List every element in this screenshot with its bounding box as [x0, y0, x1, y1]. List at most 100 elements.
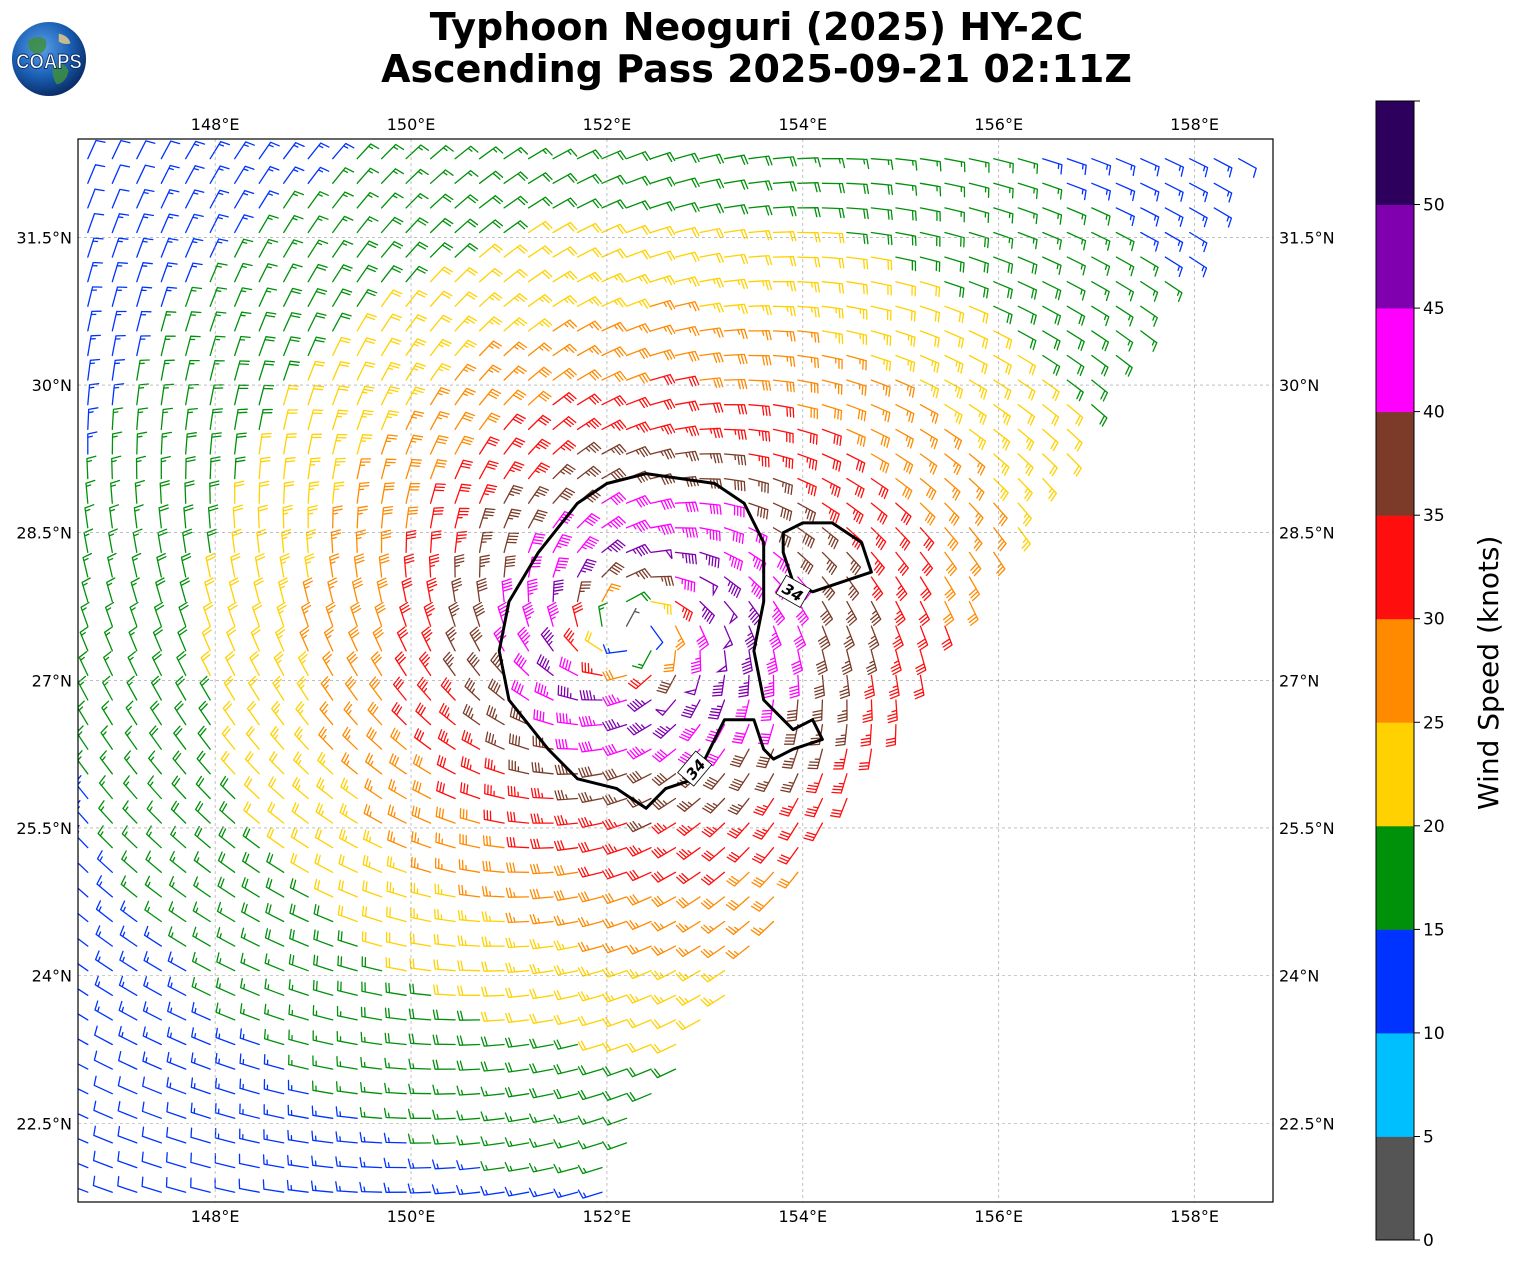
- colorbar-bin: [1376, 618, 1414, 723]
- wind-barb: [78, 988, 89, 996]
- wind-barb: [699, 600, 715, 625]
- wind-barb: [258, 263, 278, 283]
- wind-barb: [577, 866, 603, 878]
- wind-barb: [503, 220, 528, 234]
- wind-barb: [149, 700, 162, 726]
- wind-barb: [118, 975, 138, 996]
- wind-barb: [727, 822, 750, 839]
- wind-barb: [356, 505, 368, 529]
- wind-barb: [699, 452, 723, 464]
- wind-barb: [405, 265, 428, 283]
- wind-barb: [403, 553, 415, 578]
- wind-barb: [234, 432, 247, 455]
- wind-barb: [748, 304, 772, 316]
- wind-barb: [396, 626, 409, 652]
- wind-barb: [1140, 182, 1160, 202]
- colorbar-title: Wind Speed (knots): [1472, 535, 1505, 810]
- wind-barb: [944, 502, 960, 526]
- wind-barb: [94, 1025, 113, 1046]
- wind-barb: [160, 431, 173, 455]
- wind-barb: [336, 1005, 358, 1021]
- wind-barb: [723, 600, 738, 625]
- wind-barb: [833, 748, 848, 770]
- wind-barb: [650, 250, 676, 261]
- wind-barb: [993, 502, 1008, 527]
- wind-barb: [529, 988, 554, 1000]
- wind-barb: [456, 1010, 481, 1021]
- wind-barb: [993, 158, 1014, 174]
- wind-barb: [509, 706, 530, 726]
- wind-barb: [160, 335, 176, 357]
- wind-barb: [360, 1031, 383, 1046]
- wind-barb: [626, 869, 652, 882]
- wind-barb: [239, 1028, 260, 1046]
- wind-barb: [577, 1140, 603, 1150]
- wind-barb: [744, 625, 758, 651]
- wind-barb: [503, 146, 529, 160]
- wind-barb: [432, 1034, 456, 1046]
- wind-barb: [602, 892, 628, 905]
- wind-barb: [432, 1109, 456, 1120]
- wind-barb: [821, 256, 845, 269]
- wind-barb: [480, 1185, 505, 1196]
- wind-barb: [601, 539, 626, 554]
- wind-barb: [821, 551, 838, 575]
- wind-barb: [78, 1013, 89, 1021]
- wind-barb: [87, 431, 98, 455]
- wind-barb: [772, 305, 796, 317]
- wind-barb: [87, 382, 100, 406]
- wind-barb: [289, 903, 309, 923]
- wind-barb: [218, 826, 236, 849]
- wind-barb: [577, 1164, 603, 1175]
- wind-barb: [147, 775, 162, 800]
- wind-barb: [707, 699, 726, 720]
- wind-barb: [529, 963, 554, 975]
- wind-barb: [772, 181, 797, 192]
- wind-barb: [536, 654, 554, 677]
- wind-barb: [250, 626, 261, 652]
- wind-barb: [755, 748, 775, 769]
- wind-barb: [482, 835, 505, 849]
- wind-barb: [650, 225, 676, 237]
- wind-barb: [993, 477, 1009, 502]
- wind-barb: [288, 1004, 309, 1021]
- colorbar-bin: [1376, 308, 1414, 413]
- wind-barb: [332, 312, 352, 332]
- wind-barb: [1017, 182, 1039, 200]
- wind-barb: [552, 534, 573, 554]
- wind-barb: [383, 1157, 407, 1169]
- wind-barb: [651, 847, 677, 859]
- wind-barb: [394, 651, 407, 677]
- wind-barb: [870, 158, 894, 170]
- wind-barb: [335, 1081, 358, 1095]
- wind-barb: [338, 854, 358, 873]
- wind-barb: [821, 354, 843, 370]
- wind-barb: [968, 305, 989, 324]
- wind-barb: [725, 945, 750, 960]
- wind-barb: [944, 182, 966, 198]
- wind-barb: [410, 907, 432, 923]
- wind-barb: [890, 650, 902, 676]
- wind-barb: [258, 360, 275, 381]
- wind-barb: [462, 703, 481, 726]
- wind-barb: [405, 217, 429, 234]
- wind-barb: [626, 969, 652, 980]
- wind-barb: [478, 195, 504, 209]
- wind-barb: [797, 305, 820, 318]
- wind-barb: [456, 1035, 481, 1046]
- wind-barb: [552, 392, 577, 406]
- wind-barb: [429, 507, 444, 529]
- wind-barb: [217, 876, 236, 898]
- wind-barb: [480, 1036, 505, 1047]
- wind-barb: [601, 248, 627, 259]
- wind-barb: [748, 155, 773, 166]
- wind-barb: [993, 256, 1014, 274]
- wind-barb: [503, 171, 528, 184]
- wind-barb: [332, 191, 354, 209]
- wind-barb: [553, 890, 579, 901]
- wind-barb: [258, 480, 270, 504]
- wind-barb: [1189, 158, 1209, 178]
- wind-barb: [738, 674, 750, 698]
- wind-barb: [754, 773, 775, 793]
- wind-barb: [386, 881, 407, 898]
